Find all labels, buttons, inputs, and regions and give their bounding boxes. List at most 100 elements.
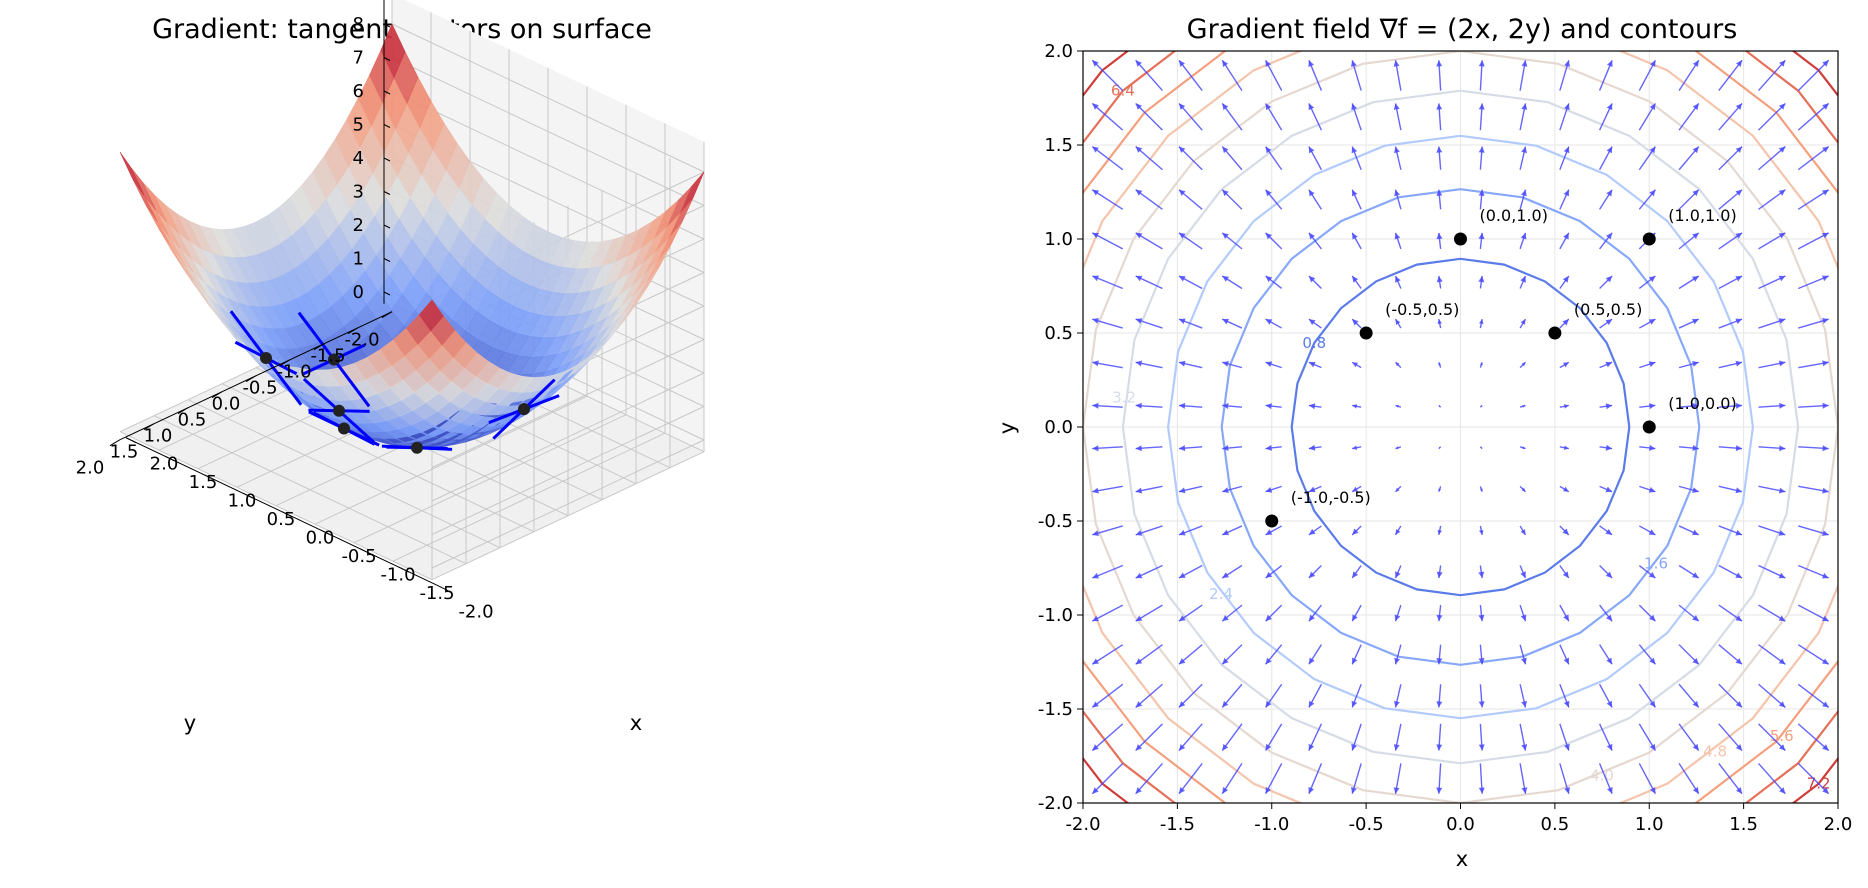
z-tick-label: 5 <box>353 115 364 136</box>
quiver-arrowhead <box>1136 830 1142 837</box>
quiver-arrowhead <box>1179 445 1185 451</box>
quiver-arrowhead <box>1436 60 1442 66</box>
left-y-axis-label: y <box>184 711 196 735</box>
quiver-arrowhead <box>1436 788 1442 794</box>
quiver-arrowhead <box>1479 530 1484 535</box>
quiver-arrowhead <box>1136 403 1142 409</box>
tangent-point <box>333 405 345 417</box>
quiver-arrow <box>1838 60 1868 90</box>
tangent-point <box>518 403 530 415</box>
quiver-arrow <box>1049 362 1083 367</box>
quiver-arrowhead <box>1179 17 1185 24</box>
quiver-arrowhead <box>1606 319 1613 325</box>
quiver-arrowhead <box>1607 830 1613 837</box>
quiver-arrowhead <box>1352 404 1357 409</box>
quiver-arrowhead <box>1049 190 1056 196</box>
quiver-arrowhead <box>1049 745 1056 751</box>
quiver-arrowhead <box>1521 744 1527 751</box>
quiver-arrowhead <box>1649 487 1656 493</box>
point-label: (0.0,1.0) <box>1480 206 1548 225</box>
quiver-arrowhead <box>1136 488 1142 494</box>
quiver-arrowhead <box>1222 830 1228 837</box>
x-tick-label: 2.0 <box>150 454 179 475</box>
quiver-arrowhead <box>1736 445 1742 451</box>
right-chart-title: Gradient field ∇f = (2x, 2y) and contour… <box>1187 14 1738 45</box>
contour-label: 1.6 <box>1644 554 1668 572</box>
z-tick-label: 2 <box>353 215 364 236</box>
quiver-arrowhead <box>1479 831 1485 837</box>
quiver-arrow <box>1600 803 1613 837</box>
quiver-arrowhead <box>1436 744 1442 750</box>
quiver-arrowhead <box>1352 276 1358 283</box>
quiver-arrowhead <box>1693 830 1699 837</box>
y-tick-label: 0.5 <box>1044 323 1073 344</box>
quiver-arrowhead <box>1394 830 1400 836</box>
quiver-arrowhead <box>1266 487 1273 493</box>
tangent-point <box>260 352 272 364</box>
point-label: (0.5,0.5) <box>1574 300 1642 319</box>
quiver-arrowhead <box>1309 319 1316 325</box>
quiver-arrowhead <box>1352 445 1357 450</box>
contour-label: 0.8 <box>1302 334 1326 352</box>
gradient-field-plot: 0.81.62.43.24.04.85.66.47.2(0.0,1.0)(1.0… <box>954 0 1868 884</box>
quiver-arrowhead <box>1436 831 1442 837</box>
quiver-arrow <box>1838 103 1868 130</box>
marked-point <box>1265 515 1278 528</box>
contour-line <box>983 0 1868 884</box>
x-tick-label: 1.0 <box>1635 814 1664 835</box>
marked-point <box>1454 233 1467 246</box>
contour-label: 3.2 <box>1112 389 1136 407</box>
quiver-arrow <box>1049 190 1083 210</box>
quiver-arrowhead <box>1222 103 1228 110</box>
point-label: (-0.5,0.5) <box>1385 300 1459 319</box>
quiver-arrow <box>1049 763 1083 793</box>
y-tick-label: 1.0 <box>144 426 173 447</box>
quiver-arrow <box>1838 724 1868 751</box>
tangent-point <box>411 442 423 454</box>
quiver-arrowhead <box>1478 276 1484 282</box>
z-tick-label: 3 <box>353 182 364 203</box>
quiver-arrow <box>1838 526 1868 535</box>
quiver-arrowhead <box>1136 17 1142 24</box>
quiver-arrowhead <box>1779 361 1785 367</box>
quiver-arrowhead <box>1438 319 1443 324</box>
quiver-arrow <box>1759 803 1786 837</box>
y-tick-label: -1.5 <box>1038 699 1073 720</box>
quiver-arrowhead <box>1480 489 1483 492</box>
quiver-arrowhead <box>1049 488 1055 494</box>
quiver-arrow <box>1679 803 1699 837</box>
quiver-arrowhead <box>1521 701 1527 708</box>
quiver-arrowhead <box>1823 403 1829 409</box>
quiver-arrowhead <box>1479 60 1485 66</box>
quiver-arrow <box>1049 103 1083 130</box>
quiver-arrowhead <box>1092 17 1098 23</box>
quiver-arrowhead <box>1179 403 1185 409</box>
quiver-arrow <box>1049 724 1083 751</box>
quiver-arrowhead <box>1563 571 1569 578</box>
quiver-arrow <box>1480 803 1482 837</box>
quiver-arrowhead <box>1479 744 1485 750</box>
quiver-arrow <box>1222 803 1242 837</box>
quiver-arrowhead <box>1308 830 1314 837</box>
right-x-axis-label: x <box>1456 847 1468 871</box>
quiver-arrowhead <box>1394 787 1400 793</box>
quiver-arrowhead <box>1136 361 1142 367</box>
x-tick-label: -1.0 <box>380 565 415 586</box>
quiver-arrowhead <box>1438 530 1443 535</box>
point-label: (-1.0,-0.5) <box>1291 488 1371 507</box>
quiver-arrowhead <box>1136 445 1142 451</box>
quiver-arrow <box>1838 447 1868 449</box>
quiver-arrowhead <box>1779 403 1785 409</box>
y-tick-label: 0.5 <box>178 410 207 431</box>
quiver-arrowhead <box>1606 529 1613 535</box>
quiver-arrowhead <box>1479 103 1485 109</box>
quiver-arrowhead <box>1438 489 1441 492</box>
quiver-arrowhead <box>1522 446 1525 449</box>
z-tick-label: 6 <box>353 81 364 102</box>
quiver-arrow <box>1838 147 1868 170</box>
x-tick-label: 0.5 <box>1541 814 1570 835</box>
quiver-arrowhead <box>1438 362 1441 365</box>
quiver-arrowhead <box>1394 744 1400 751</box>
